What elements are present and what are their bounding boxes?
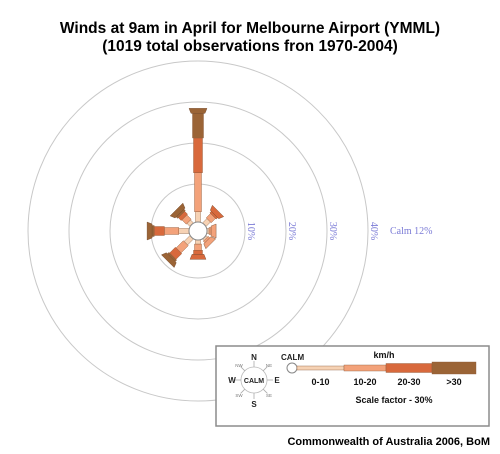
- legend-unit-label: km/h: [373, 350, 394, 360]
- arm-n: [188, 108, 208, 223]
- calm-circle: [188, 221, 208, 241]
- bar-n-0: [195, 211, 201, 223]
- bar-w-3: [151, 225, 155, 237]
- ring-label-20: 20%: [286, 222, 297, 240]
- legend-speed-bar-1: [343, 364, 387, 372]
- legend-compass-calm: CALM: [244, 378, 264, 385]
- arm-s: [189, 239, 207, 260]
- bar-w-0: [178, 228, 190, 234]
- legend-compass-nw: NW: [235, 363, 243, 368]
- range-ring-30: [68, 101, 328, 361]
- arm-w: [146, 221, 190, 241]
- arm-ne: [202, 204, 225, 227]
- bar-s-1: [194, 243, 202, 251]
- legend-speed-bar-2: [385, 363, 433, 373]
- ring-label-40: 40%: [368, 222, 379, 240]
- range-ring-40: [27, 60, 369, 402]
- arm-e: [206, 223, 217, 239]
- legend-compass-w: W: [228, 376, 236, 385]
- legend-compass-sw: SW: [235, 393, 243, 398]
- bar-cap-w: [146, 221, 153, 241]
- bar-s-2: [193, 250, 203, 255]
- chart-title: Winds at 9am in April for Melbourne Airp…: [59, 20, 441, 37]
- legend-compass-n: N: [251, 353, 257, 362]
- legend-compass-se: SE: [266, 393, 272, 398]
- legend-speed-label-1: 10-20: [353, 377, 376, 387]
- bar-cap-s: [189, 254, 207, 260]
- legend-scale-factor: Scale factor - 30%: [355, 395, 432, 405]
- copyright-credit: Commonwealth of Australia 2006, BoM: [287, 436, 490, 448]
- legend-speed-label-2: 20-30: [397, 377, 420, 387]
- calm-percentage-label: Calm 12%: [390, 226, 433, 237]
- chart-subtitle: (1019 total observations fron 1970-2004): [102, 38, 398, 55]
- ring-label-10: 10%: [245, 222, 256, 240]
- legend-speed-label-3: >30: [446, 377, 461, 387]
- bar-w-2: [153, 226, 165, 236]
- legend-calm-label: CALM: [281, 353, 304, 362]
- legend-compass-ne: NE: [266, 363, 272, 368]
- legend-calm-circle: [286, 362, 298, 374]
- arm-sw: [161, 235, 194, 268]
- legend-compass-tick: [240, 366, 246, 372]
- legend-speed-bar-0: [296, 365, 345, 371]
- bar-n-2: [193, 137, 203, 173]
- legend-speed-label-0: 0-10: [311, 377, 329, 387]
- legend-compass-s: S: [251, 400, 257, 409]
- arm-nw: [169, 202, 194, 227]
- bar-w-1: [164, 227, 179, 235]
- legend-speed-bar-3: [431, 361, 477, 375]
- legend-compass-tick: [240, 388, 246, 394]
- bar-n-1: [194, 172, 202, 212]
- bar-n-3: [192, 113, 204, 139]
- legend-compass-e: E: [274, 376, 280, 385]
- bar-cap-sw: [161, 252, 177, 268]
- bar-cap-n: [188, 108, 208, 114]
- ring-label-30: 30%: [327, 222, 338, 240]
- bar-cap-nw: [169, 202, 186, 219]
- legend-compass-tick: [262, 366, 268, 372]
- bar-s-0: [195, 239, 201, 245]
- legend-compass-tick: [262, 388, 268, 394]
- bar-e-1: [208, 227, 212, 235]
- bar-cap-se: [203, 236, 217, 250]
- bar-cap-ne: [210, 204, 225, 219]
- bar-cap-e: [210, 223, 217, 239]
